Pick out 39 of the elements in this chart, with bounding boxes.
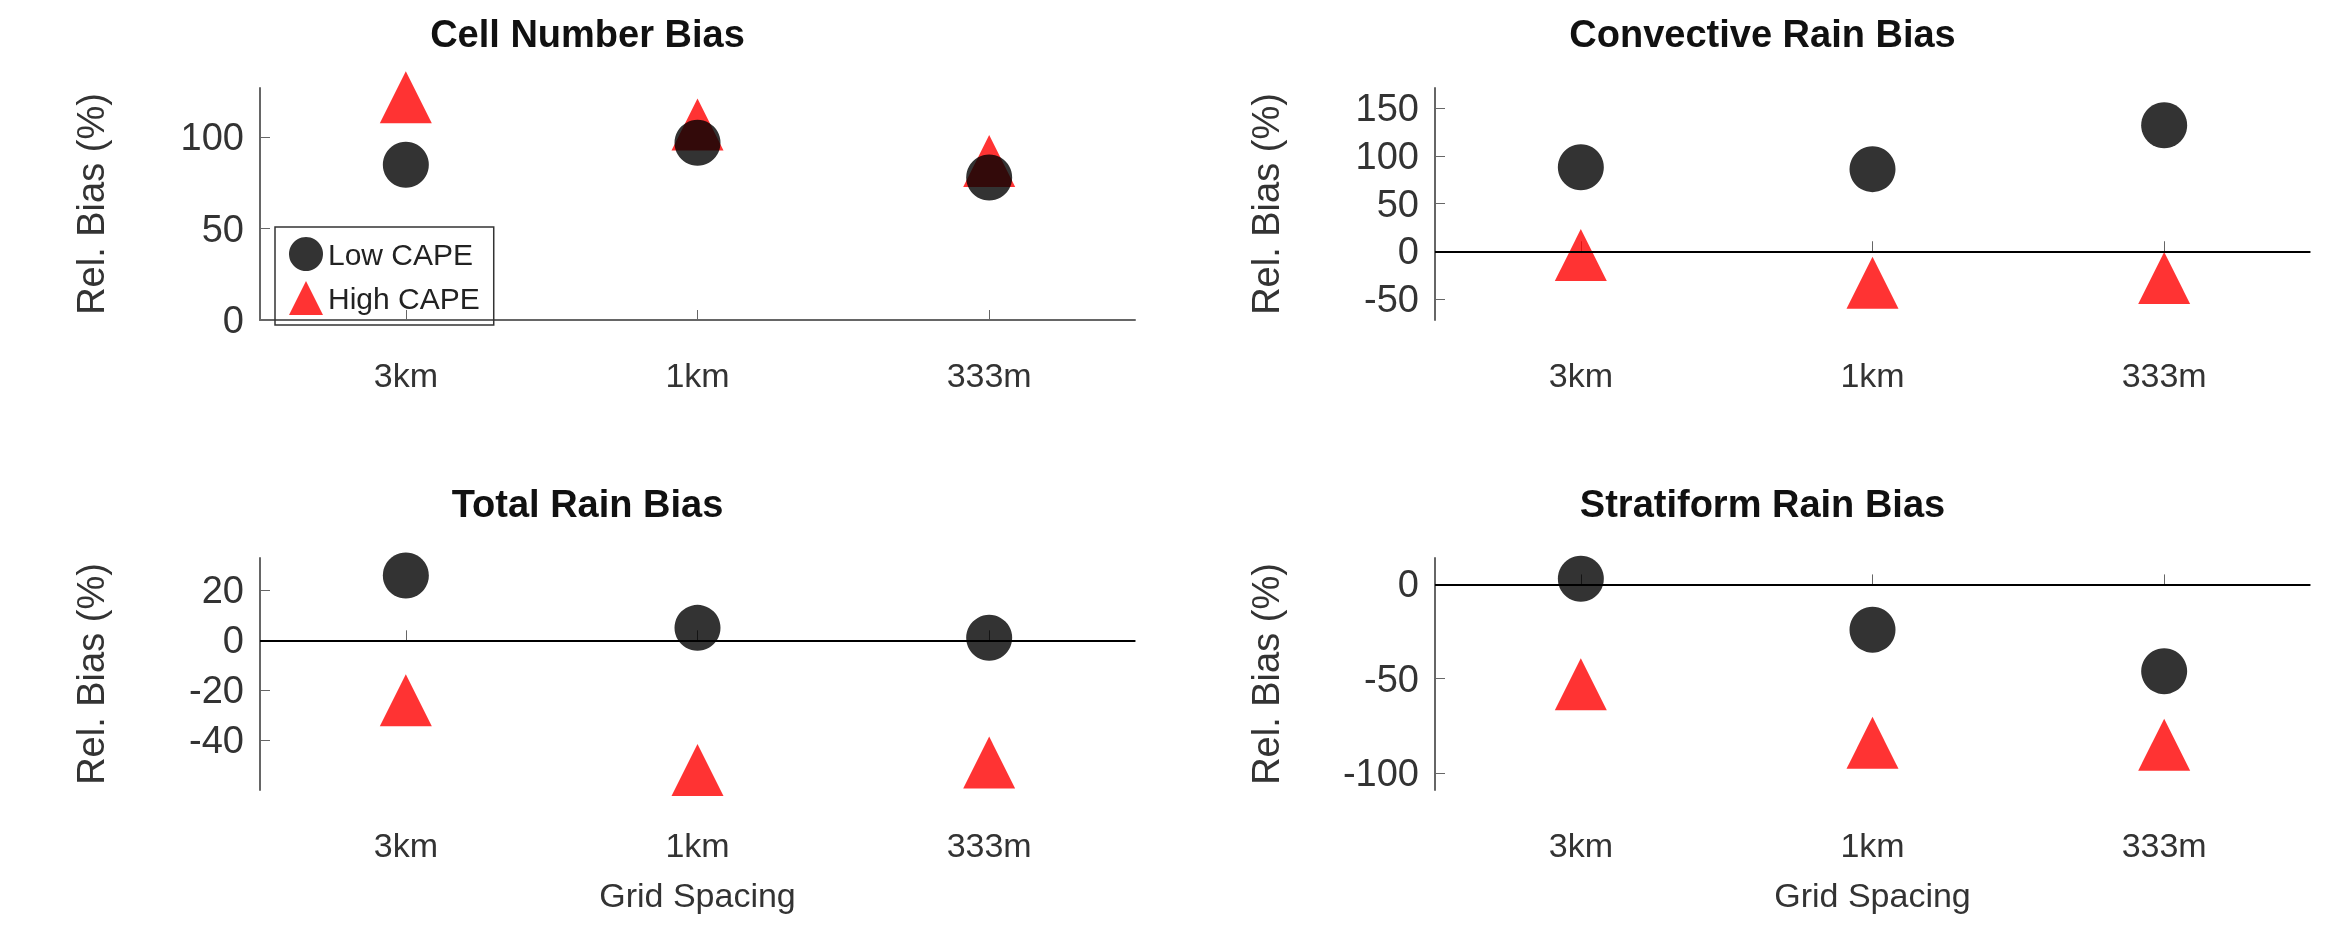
y-tick-label: 0 (222, 299, 244, 341)
y-tick-label: 100 (1355, 134, 1419, 177)
y-tick-label: 100 (180, 116, 244, 159)
y-axis-title: Rel. Bias (%) (70, 93, 112, 315)
legend-label: Low CAPE (328, 237, 474, 271)
x-tick-label: 333m (2121, 356, 2207, 394)
y-tick-label: 150 (1355, 87, 1419, 130)
x-tick-label: 1km (665, 356, 730, 394)
y-tick-label: 0 (222, 619, 244, 662)
x-tick-label: 1km (1840, 356, 1905, 394)
chart-title: Stratiform Rain Bias (1579, 483, 1946, 525)
y-tick-label: 50 (1376, 182, 1419, 225)
y-axis-title: Rel. Bias (%) (1245, 563, 1287, 785)
chart-title: Total Rain Bias (451, 483, 724, 525)
chart-title: Convective Rain Bias (1569, 13, 1956, 55)
y-tick-label: -20 (189, 669, 244, 712)
y-tick-label: 0 (1397, 230, 1419, 273)
y-tick-label: -100 (1342, 752, 1419, 795)
y-tick-label: -50 (1364, 657, 1419, 700)
y-tick-label: -40 (189, 719, 244, 762)
x-tick-label: 333m (2121, 826, 2207, 864)
y-tick-label: 0 (1397, 563, 1419, 606)
x-tick-label: 1km (1840, 826, 1905, 864)
x-axis-title: Grid Spacing (599, 876, 796, 914)
x-axis-title: Grid Spacing (1774, 876, 1971, 914)
legend-label: High CAPE (328, 281, 480, 315)
x-tick-label: 333m (946, 826, 1032, 864)
x-tick-label: 3km (373, 356, 438, 394)
x-tick-label: 333m (946, 356, 1032, 394)
y-axis-title: Rel. Bias (%) (1245, 93, 1287, 315)
y-tick-label: 50 (201, 207, 244, 250)
chart-title: Cell Number Bias (430, 13, 745, 55)
y-tick-label: 20 (201, 569, 244, 612)
x-tick-label: 3km (373, 826, 438, 864)
y-axis-title: Rel. Bias (%) (70, 563, 112, 785)
x-tick-label: 3km (1548, 826, 1613, 864)
x-tick-label: 3km (1548, 356, 1613, 394)
x-tick-label: 1km (665, 826, 730, 864)
y-tick-label: -50 (1364, 278, 1419, 320)
